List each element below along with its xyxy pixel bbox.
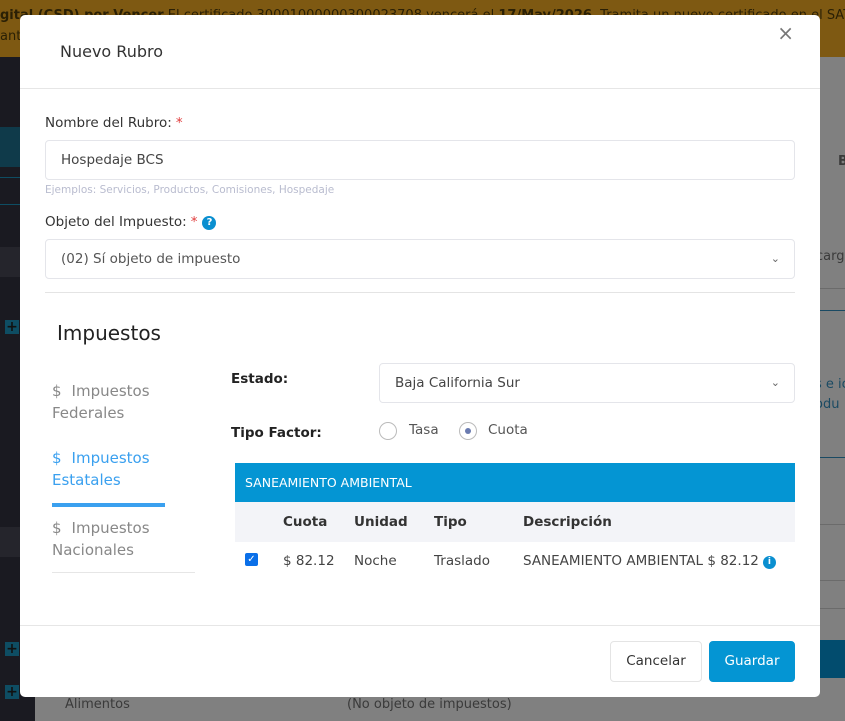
chevron-down-icon: ⌄: [770, 376, 780, 389]
tipo-factor-label: Tipo Factor:: [231, 425, 322, 441]
dollar-icon: $: [52, 449, 62, 467]
nombre-label: Nombre del Rubro: *: [45, 115, 183, 131]
impuestos-heading: Impuestos: [57, 321, 161, 345]
th-tipo: Tipo: [434, 514, 467, 530]
bg-fragment: odu: [815, 397, 840, 412]
modal-title: Nuevo Rubro: [60, 42, 164, 61]
cell-descripcion: SANEAMIENTO AMBIENTAL $ 82.12 i: [523, 553, 776, 569]
estado-select[interactable]: Baja California Sur ⌄: [379, 363, 795, 403]
nav-impuestos-federales[interactable]: $ Impuestos Federales: [52, 382, 150, 422]
cell-unidad: Noche: [354, 553, 397, 569]
dollar-icon: $: [52, 382, 62, 400]
estado-label: Estado:: [231, 371, 289, 387]
th-unidad: Unidad: [354, 514, 408, 530]
bg-row-objeto: (No objeto de impuestos): [347, 697, 512, 712]
nuevo-rubro-modal: Nuevo Rubro × Nombre del Rubro: * Hospeda…: [20, 15, 820, 697]
table-header: Cuota Unidad Tipo Descripción: [235, 502, 795, 542]
bg-fragment: carg: [816, 249, 845, 264]
row-checkbox[interactable]: ✓: [245, 553, 258, 566]
close-icon[interactable]: ×: [777, 21, 794, 45]
cell-tipo: Traslado: [434, 553, 490, 569]
chevron-down-icon: ⌄: [770, 252, 780, 265]
nombre-hint: Ejemplos: Servicios, Productos, Comision…: [45, 184, 335, 196]
objeto-select[interactable]: (02) Sí objeto de impuesto ⌄: [45, 239, 795, 279]
nav-impuestos-estatales[interactable]: $ Impuestos Estatales: [52, 449, 150, 489]
bg-fragment: B: [838, 154, 845, 169]
bg-fragment: s e ic: [815, 377, 845, 392]
divider: [45, 292, 795, 293]
th-cuota: Cuota: [283, 514, 328, 530]
bg-divider: [820, 310, 845, 311]
radio-cuota-label[interactable]: Cuota: [488, 422, 528, 438]
bg-divider: [820, 524, 845, 525]
bg-row-name: Alimentos: [65, 697, 130, 712]
objeto-label: Objeto del Impuesto: *?: [45, 214, 217, 230]
cell-cuota: $ 82.12: [283, 553, 335, 569]
modal-header: Nuevo Rubro ×: [20, 15, 820, 89]
bg-divider: [820, 288, 845, 289]
nav-divider: [52, 572, 195, 573]
th-descripcion: Descripción: [523, 514, 612, 530]
dollar-icon: $: [52, 519, 62, 537]
nav-impuestos-nacionales[interactable]: $ Impuestos Nacionales: [52, 519, 150, 559]
bg-button: [820, 640, 845, 678]
bg-divider: [820, 580, 845, 581]
help-icon[interactable]: ?: [202, 216, 217, 230]
cancel-button[interactable]: Cancelar: [610, 641, 702, 682]
radio-tasa[interactable]: [379, 422, 397, 440]
info-icon[interactable]: i: [762, 556, 776, 569]
plus-icon-2[interactable]: +: [5, 641, 19, 657]
active-tab-indicator: [52, 503, 165, 507]
radio-tasa-label[interactable]: Tasa: [409, 422, 439, 438]
table-title: SANEAMIENTO AMBIENTAL: [235, 463, 795, 502]
save-button[interactable]: Guardar: [709, 641, 795, 682]
bg-divider: [820, 457, 845, 458]
plus-icon-3[interactable]: +: [5, 684, 19, 700]
radio-cuota[interactable]: [459, 422, 477, 440]
nombre-input[interactable]: Hospedaje BCS: [45, 140, 795, 180]
footer-divider: [20, 625, 820, 626]
bg-divider: [820, 608, 845, 609]
plus-icon[interactable]: +: [5, 319, 19, 335]
